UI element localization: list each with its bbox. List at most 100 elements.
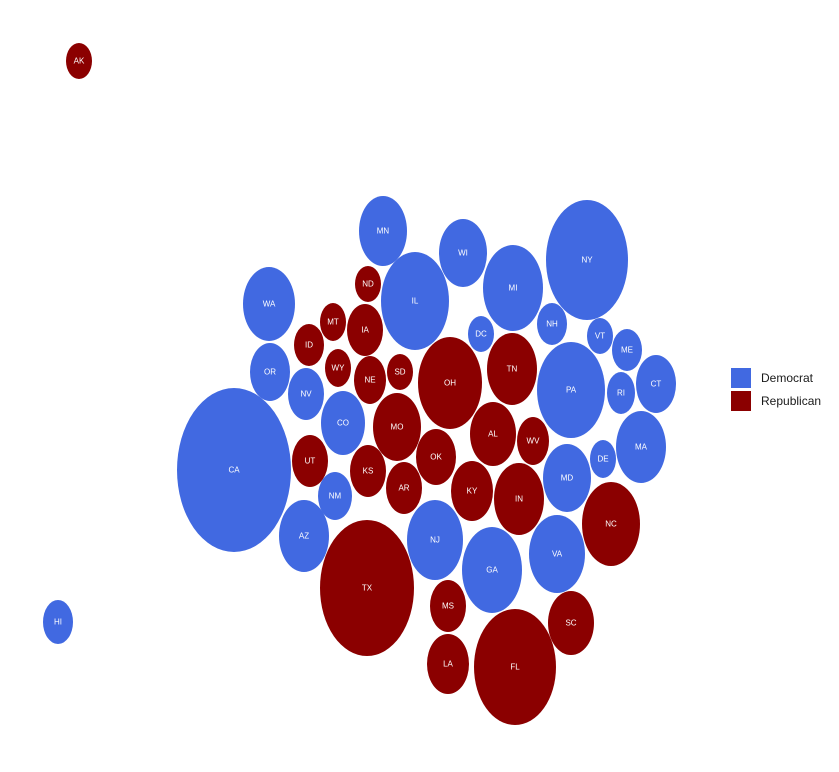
state-bubble-oh: OH bbox=[418, 337, 482, 429]
state-bubble-ms: MS bbox=[430, 580, 466, 632]
state-bubble-nd: ND bbox=[355, 266, 381, 302]
state-label-wy: WY bbox=[332, 364, 346, 373]
state-bubble-ut: UT bbox=[292, 435, 328, 487]
state-circle-hi bbox=[43, 600, 73, 644]
state-bubble-wa: WA bbox=[243, 267, 295, 341]
state-bubble-ia: IA bbox=[347, 304, 383, 356]
state-bubble-mt: MT bbox=[320, 303, 346, 341]
state-circle-ia bbox=[347, 304, 383, 356]
state-label-wv: WV bbox=[527, 437, 541, 446]
state-bubble-nc: NC bbox=[582, 482, 640, 566]
state-circle-tn bbox=[487, 333, 537, 405]
state-circle-mi bbox=[483, 245, 543, 331]
state-circle-ky bbox=[451, 461, 493, 521]
state-bubble-de: DE bbox=[590, 440, 616, 478]
state-circle-nj bbox=[407, 500, 463, 580]
state-circle-ca bbox=[177, 388, 291, 552]
state-bubble-sc: SC bbox=[548, 591, 594, 655]
state-circle-ks bbox=[350, 445, 386, 497]
state-circle-nm bbox=[318, 472, 352, 520]
state-bubble-wy: WY bbox=[325, 349, 351, 387]
state-bubble-co: CO bbox=[321, 391, 365, 455]
state-circle-nh bbox=[537, 303, 567, 345]
state-bubble-ks: KS bbox=[350, 445, 386, 497]
state-circle-nd bbox=[355, 266, 381, 302]
state-bubble-al: AL bbox=[470, 402, 516, 466]
state-label-wi: WI bbox=[458, 249, 468, 258]
state-label-or: OR bbox=[264, 368, 276, 377]
state-circle-mt bbox=[320, 303, 346, 341]
state-bubble-pa: PA bbox=[537, 342, 605, 438]
state-bubble-ri: RI bbox=[607, 372, 635, 414]
state-label-ak: AK bbox=[74, 57, 85, 66]
state-circle-ak bbox=[66, 43, 92, 79]
state-label-nc: NC bbox=[605, 520, 617, 529]
state-circle-nv bbox=[288, 368, 324, 420]
state-label-de: DE bbox=[597, 455, 608, 464]
state-circle-mo bbox=[373, 393, 421, 461]
state-bubble-id: ID bbox=[294, 324, 324, 366]
state-bubble-nv: NV bbox=[288, 368, 324, 420]
state-label-va: VA bbox=[552, 550, 563, 559]
state-circle-mn bbox=[359, 196, 407, 266]
state-label-me: ME bbox=[621, 346, 633, 355]
state-circle-or bbox=[250, 343, 290, 401]
state-label-mi: MI bbox=[509, 284, 518, 293]
state-bubble-mi: MI bbox=[483, 245, 543, 331]
state-bubble-wv: WV bbox=[517, 417, 549, 465]
state-circle-md bbox=[543, 444, 591, 512]
state-label-tn: TN bbox=[507, 365, 518, 374]
state-bubble-tn: TN bbox=[487, 333, 537, 405]
state-label-co: CO bbox=[337, 419, 349, 428]
state-label-oh: OH bbox=[444, 379, 456, 388]
state-label-ks: KS bbox=[363, 467, 374, 476]
state-bubble-la: LA bbox=[427, 634, 469, 694]
state-circle-ma bbox=[616, 411, 666, 483]
state-bubble-dc: DC bbox=[468, 316, 494, 352]
state-label-nd: ND bbox=[362, 280, 374, 289]
state-circle-ut bbox=[292, 435, 328, 487]
state-circle-ct bbox=[636, 355, 676, 413]
state-circle-ok bbox=[416, 429, 456, 485]
legend: Democrat Republican bbox=[731, 366, 821, 412]
state-label-ca: CA bbox=[228, 466, 240, 475]
state-bubble-ky: KY bbox=[451, 461, 493, 521]
legend-label-republican: Republican bbox=[761, 393, 822, 408]
state-bubble-md: MD bbox=[543, 444, 591, 512]
state-circle-in bbox=[494, 463, 544, 535]
state-label-mn: MN bbox=[377, 227, 390, 236]
state-circle-wi bbox=[439, 219, 487, 287]
state-label-ia: IA bbox=[361, 326, 369, 335]
state-bubble-ok: OK bbox=[416, 429, 456, 485]
state-label-id: ID bbox=[305, 341, 313, 350]
state-bubble-ne: NE bbox=[354, 356, 386, 404]
state-bubble-me: ME bbox=[612, 329, 642, 371]
state-circle-id bbox=[294, 324, 324, 366]
state-circle-az bbox=[279, 500, 329, 572]
state-circle-tx bbox=[320, 520, 414, 656]
legend-label-democrat: Democrat bbox=[761, 370, 814, 385]
state-label-sc: SC bbox=[565, 619, 576, 628]
state-circle-fl bbox=[474, 609, 556, 725]
state-circle-la bbox=[427, 634, 469, 694]
state-label-dc: DC bbox=[475, 330, 487, 339]
state-label-nv: NV bbox=[300, 390, 312, 399]
state-circle-va bbox=[529, 515, 585, 593]
state-bubble-fl: FL bbox=[474, 609, 556, 725]
state-circle-ar bbox=[386, 462, 422, 514]
state-bubble-wi: WI bbox=[439, 219, 487, 287]
state-circle-ri bbox=[607, 372, 635, 414]
state-label-hi: HI bbox=[54, 618, 62, 627]
state-label-mt: MT bbox=[327, 318, 339, 327]
state-bubble-mo: MO bbox=[373, 393, 421, 461]
state-bubble-il: IL bbox=[381, 252, 449, 350]
state-label-ok: OK bbox=[430, 453, 442, 462]
state-circle-de bbox=[590, 440, 616, 478]
state-bubble-ca: CA bbox=[177, 388, 291, 552]
state-label-sd: SD bbox=[394, 368, 405, 377]
state-bubble-nh: NH bbox=[537, 303, 567, 345]
state-circle-oh bbox=[418, 337, 482, 429]
state-bubble-mn: MN bbox=[359, 196, 407, 266]
state-label-az: AZ bbox=[299, 532, 309, 541]
